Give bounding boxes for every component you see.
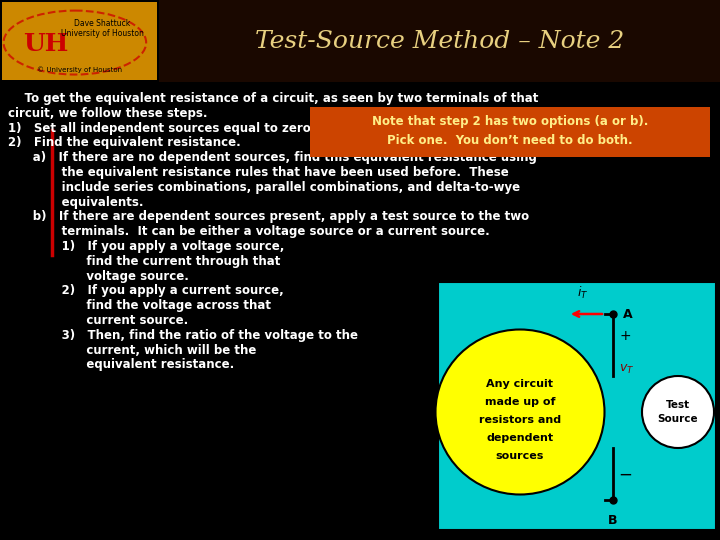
Text: 1)   If you apply a voltage source,: 1) If you apply a voltage source,: [8, 240, 284, 253]
Text: University of Houston: University of Houston: [60, 30, 143, 38]
Text: +: +: [619, 329, 631, 343]
Text: $i_T$: $i_T$: [577, 285, 589, 301]
Text: equivalent resistance.: equivalent resistance.: [8, 359, 234, 372]
Text: find the voltage across that: find the voltage across that: [8, 299, 271, 312]
Text: Source: Source: [657, 414, 698, 424]
Text: 3)   Then, find the ratio of the voltage to the: 3) Then, find the ratio of the voltage t…: [8, 329, 358, 342]
Text: Any circuit: Any circuit: [487, 379, 554, 389]
Text: A: A: [623, 307, 633, 321]
Text: Test-Source Method – Note 2: Test-Source Method – Note 2: [256, 30, 625, 53]
Ellipse shape: [436, 329, 605, 495]
FancyBboxPatch shape: [310, 107, 710, 157]
FancyBboxPatch shape: [438, 282, 716, 530]
FancyBboxPatch shape: [159, 0, 720, 82]
Text: Test: Test: [666, 400, 690, 410]
Text: circuit, we follow these steps.: circuit, we follow these steps.: [8, 107, 207, 120]
Text: Dave Shattuck: Dave Shattuck: [74, 19, 130, 29]
Text: dependent: dependent: [487, 433, 554, 443]
Text: find the current through that: find the current through that: [8, 255, 280, 268]
Text: To get the equivalent resistance of a circuit, as seen by two terminals of that: To get the equivalent resistance of a ci…: [8, 92, 539, 105]
Text: a)   If there are no dependent sources, find this equivalent resistance using: a) If there are no dependent sources, fi…: [8, 151, 537, 164]
Text: UH: UH: [23, 32, 68, 56]
Circle shape: [642, 376, 714, 448]
Text: $v_T$: $v_T$: [619, 362, 634, 375]
Text: −: −: [618, 466, 632, 484]
Text: 2)   Find the equivalent resistance.: 2) Find the equivalent resistance.: [8, 137, 240, 150]
Text: current source.: current source.: [8, 314, 188, 327]
Text: Pick one.  You don’t need to do both.: Pick one. You don’t need to do both.: [387, 134, 633, 147]
FancyBboxPatch shape: [2, 2, 157, 80]
Text: 2)   If you apply a current source,: 2) If you apply a current source,: [8, 285, 284, 298]
Text: terminals.  It can be either a voltage source or a current source.: terminals. It can be either a voltage so…: [8, 225, 490, 238]
Text: sources: sources: [496, 451, 544, 461]
Text: b)   If there are dependent sources present, apply a test source to the two: b) If there are dependent sources presen…: [8, 211, 529, 224]
Text: B: B: [608, 514, 618, 527]
Text: the equivalent resistance rules that have been used before.  These: the equivalent resistance rules that hav…: [8, 166, 509, 179]
Text: include series combinations, parallel combinations, and delta-to-wye: include series combinations, parallel co…: [8, 181, 520, 194]
Text: resistors and: resistors and: [479, 415, 561, 425]
Text: 1)   Set all independent sources equal to zero.: 1) Set all independent sources equal to …: [8, 122, 315, 134]
Text: Note that step 2 has two options (a or b).: Note that step 2 has two options (a or b…: [372, 114, 648, 127]
Text: equivalents.: equivalents.: [8, 195, 143, 208]
Text: © University of Houston: © University of Houston: [37, 66, 122, 73]
Text: current, which will be the: current, which will be the: [8, 343, 256, 356]
Text: made up of: made up of: [485, 397, 555, 407]
Text: voltage source.: voltage source.: [8, 269, 189, 282]
